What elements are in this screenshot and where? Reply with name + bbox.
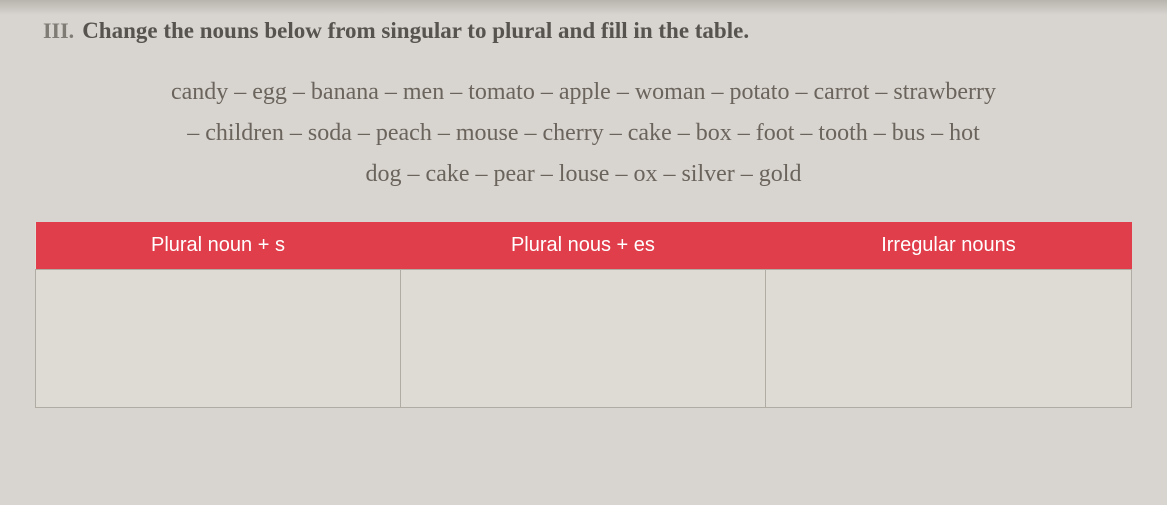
cell-plural-s[interactable] (36, 270, 401, 408)
header-plural-es: Plural nous + es (400, 222, 765, 270)
plural-table: Plural noun + s Plural nous + es Irregul… (35, 222, 1132, 408)
cell-plural-es[interactable] (400, 270, 765, 408)
cell-irregular[interactable] (765, 270, 1131, 408)
table-row (36, 270, 1132, 408)
header-plural-s: Plural noun + s (36, 222, 401, 270)
instruction-row: III. Change the nouns below from singula… (35, 18, 1132, 44)
wordbank-line-2: – children – soda – peach – mouse – cher… (70, 113, 1097, 154)
section-number: III. (43, 18, 74, 44)
instruction-text: Change the nouns below from singular to … (82, 18, 749, 44)
wordbank-line-1: candy – egg – banana – men – tomato – ap… (70, 72, 1097, 113)
word-bank: candy – egg – banana – men – tomato – ap… (35, 72, 1132, 194)
page-fold-shadow (0, 0, 1167, 15)
header-irregular: Irregular nouns (765, 222, 1131, 270)
wordbank-line-3: dog – cake – pear – louse – ox – silver … (70, 154, 1097, 195)
table-header-row: Plural noun + s Plural nous + es Irregul… (36, 222, 1132, 270)
